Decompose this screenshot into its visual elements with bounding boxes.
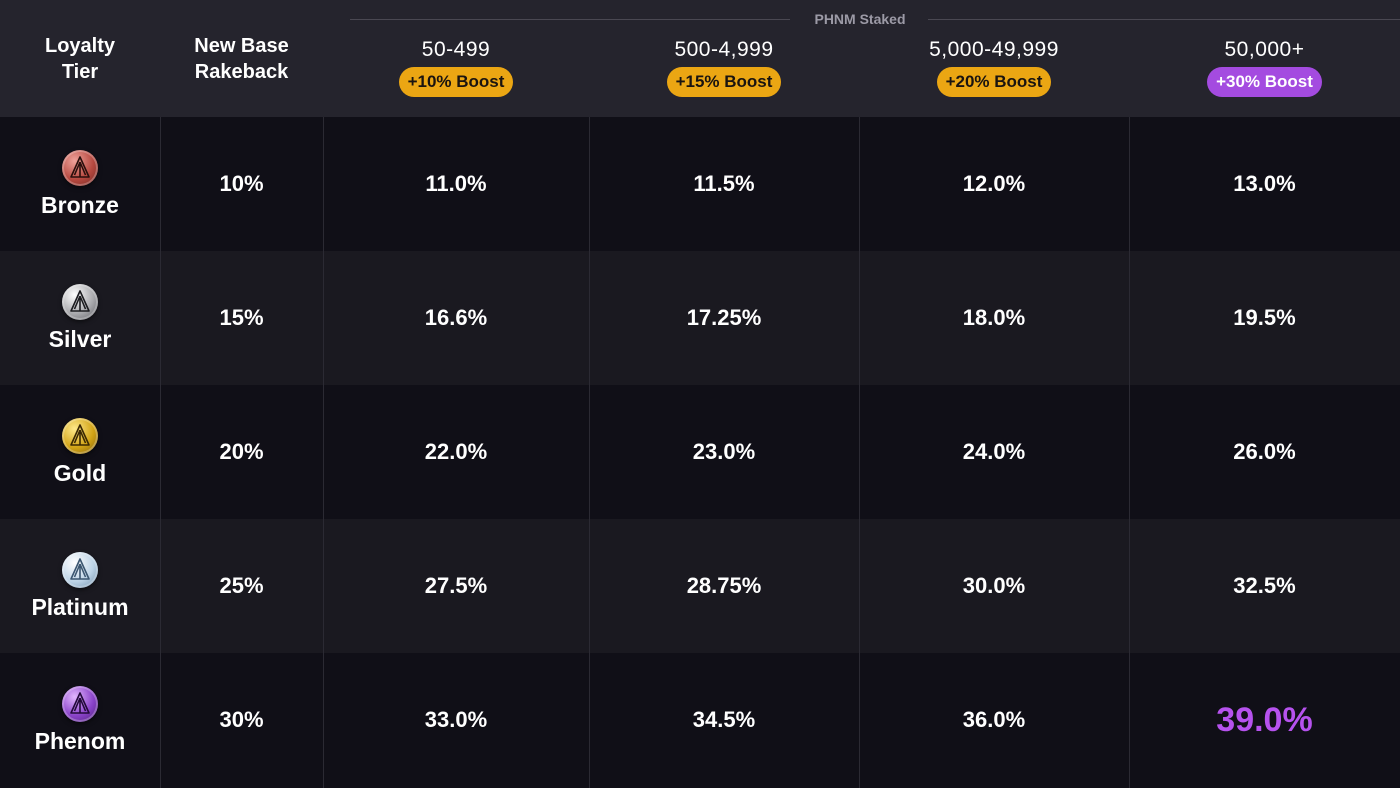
tier-cell: Silver xyxy=(0,251,160,385)
rakeback-cell: 11.0% xyxy=(425,171,487,196)
base-rakeback-cell: 20% xyxy=(219,439,264,464)
column-divider xyxy=(160,117,161,788)
range-label: 50-499 xyxy=(421,37,491,61)
phenom-medal-icon xyxy=(62,685,98,722)
rakeback-cell: 22.0% xyxy=(424,439,488,464)
gold-medal-icon xyxy=(62,417,98,454)
base-rakeback-cell: 25% xyxy=(219,573,264,598)
header-new-base-rakeback: New Base Rakeback xyxy=(160,0,323,117)
rakeback-cell: 24.0% xyxy=(962,439,1026,464)
table-row-bronze: Bronze 10% 11.0% 11.5% 12.0% 13.0% xyxy=(0,117,1400,251)
tier-name: Phenom xyxy=(34,727,126,754)
header-loyalty-tier: Loyalty Tier xyxy=(0,0,160,117)
rakeback-cell: 34.5% xyxy=(692,707,756,732)
base-rakeback-cell: 15% xyxy=(219,305,264,330)
phnm-staked-label: PHNM Staked xyxy=(814,11,906,27)
tier-cell: Bronze xyxy=(0,117,160,251)
header-range-col-1: 50-499 +10% Boost xyxy=(323,0,589,117)
loyalty-tier-label: Loyalty Tier xyxy=(44,34,116,83)
silver-medal-icon xyxy=(62,283,98,320)
tier-cell: Phenom xyxy=(0,653,160,787)
rakeback-cell: 32.5% xyxy=(1233,573,1296,598)
rakeback-cell: 30.0% xyxy=(962,573,1026,598)
rakeback-cell: 27.5% xyxy=(424,573,488,598)
header-range-col-2: 500-4,999 +15% Boost xyxy=(589,0,859,117)
tier-cell: Gold xyxy=(0,385,160,519)
boost-badge: +10% Boost xyxy=(398,66,514,97)
staked-divider-right xyxy=(928,19,1400,20)
table-row-gold: Gold 20% 22.0% 23.0% 24.0% 26.0% xyxy=(0,385,1400,519)
boost-badge: +15% Boost xyxy=(666,66,782,97)
bronze-medal-icon xyxy=(62,149,98,186)
table-row-silver: Silver 15% 16.6% 17.25% 18.0% 19.5% xyxy=(0,251,1400,385)
rakeback-cell: 19.5% xyxy=(1233,305,1296,330)
header-range-col-3: 5,000-49,999 +20% Boost xyxy=(859,0,1129,117)
range-label: 5,000-49,999 xyxy=(929,37,1059,61)
column-divider xyxy=(859,117,860,788)
column-divider xyxy=(589,117,590,788)
base-rakeback-cell: 10% xyxy=(219,171,264,196)
new-base-rakeback-label: New Base Rakeback xyxy=(194,34,289,83)
rakeback-cell: 28.75% xyxy=(686,573,762,598)
column-divider xyxy=(323,117,324,788)
rakeback-cell: 16.6% xyxy=(424,305,488,330)
table-row-phenom: Phenom 30% 33.0% 34.5% 36.0% 39.0% xyxy=(0,653,1400,788)
rakeback-cell: 18.0% xyxy=(962,305,1026,330)
tier-name: Bronze xyxy=(41,191,119,218)
staked-divider-left xyxy=(350,19,790,20)
tier-cell: Platinum xyxy=(0,519,160,653)
header-range-col-4: 50,000+ +30% Boost xyxy=(1129,0,1400,117)
range-label: 50,000+ xyxy=(1224,37,1305,61)
rakeback-cell: 13.0% xyxy=(1233,171,1296,196)
table-row-platinum: Platinum 25% 27.5% 28.75% 30.0% 32.5% xyxy=(0,519,1400,653)
rakeback-cell: 11.5% xyxy=(693,171,755,196)
base-rakeback-cell: 30% xyxy=(219,707,264,732)
platinum-medal-icon xyxy=(62,551,98,588)
max-rakeback-highlight-cell: 39.0% xyxy=(1216,700,1313,739)
rakeback-cell: 12.0% xyxy=(962,171,1026,196)
boost-badge: +20% Boost xyxy=(936,66,1052,97)
rakeback-cell: 23.0% xyxy=(692,439,756,464)
column-divider xyxy=(1129,117,1130,788)
rakeback-cell: 36.0% xyxy=(962,707,1026,732)
table-header: PHNM Staked Loyalty Tier New Base Rakeba… xyxy=(0,0,1400,117)
rakeback-cell: 17.25% xyxy=(686,305,762,330)
range-label: 500-4,999 xyxy=(674,37,774,61)
boost-badge: +30% Boost xyxy=(1207,66,1322,97)
tier-name: Platinum xyxy=(31,593,129,620)
rakeback-cell: 33.0% xyxy=(424,707,488,732)
tier-name: Gold xyxy=(53,459,107,486)
tier-name: Silver xyxy=(48,325,112,352)
rakeback-cell: 26.0% xyxy=(1233,439,1296,464)
